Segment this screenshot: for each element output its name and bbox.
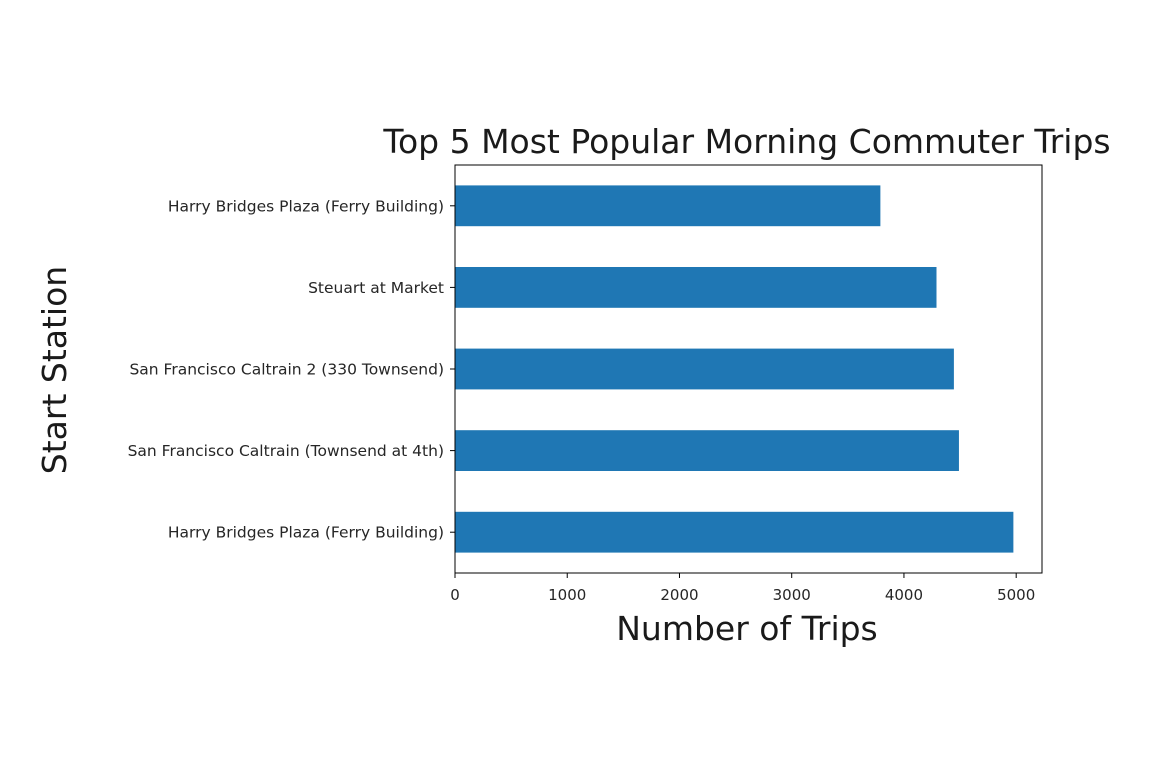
- bar: [455, 185, 881, 227]
- x-axis-title: Number of Trips: [616, 609, 878, 648]
- y-category-label: San Francisco Caltrain 2 (330 Townsend): [129, 361, 444, 379]
- y-category-labels: Harry Bridges Plaza (Ferry Building) San …: [128, 197, 455, 542]
- bar: [455, 430, 959, 471]
- y-category-label: Harry Bridges Plaza (Ferry Building): [168, 524, 444, 542]
- chart-title: Top 5 Most Popular Morning Commuter Trip…: [382, 122, 1110, 161]
- x-tick-label: 4000: [885, 586, 923, 604]
- bar: [455, 267, 937, 308]
- y-category-label: Steuart at Market: [308, 279, 444, 297]
- x-tick-label: 3000: [773, 586, 811, 604]
- x-ticks: 0 1000 2000 3000 4000 5000: [450, 573, 1035, 604]
- x-tick-label: 5000: [997, 586, 1035, 604]
- y-axis-title: Start Station: [35, 266, 74, 474]
- plot-area-frame: [454, 164, 1043, 574]
- bars: [455, 185, 1014, 553]
- y-category-label: San Francisco Caltrain (Townsend at 4th): [128, 442, 444, 460]
- bar: [455, 348, 954, 390]
- x-tick-label: 2000: [660, 586, 698, 604]
- x-tick-label: 1000: [548, 586, 586, 604]
- x-tick-label: 0: [450, 586, 460, 604]
- bar: [455, 511, 1014, 553]
- y-category-label: Harry Bridges Plaza (Ferry Building): [168, 197, 444, 215]
